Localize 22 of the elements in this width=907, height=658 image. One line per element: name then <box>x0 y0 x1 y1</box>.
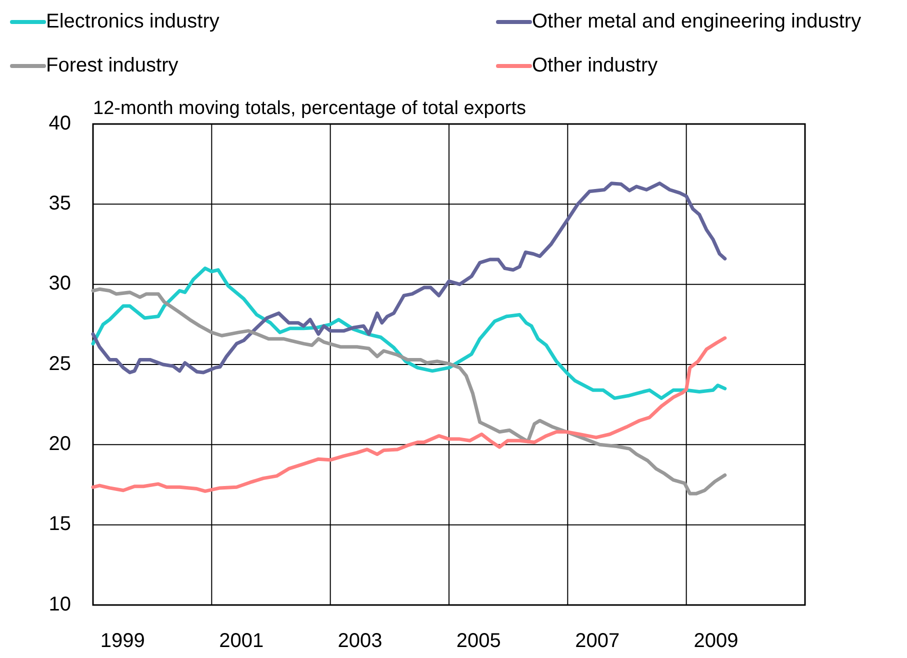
line-series <box>91 336 727 493</box>
y-axis-title: 12-month moving totals, percentage of total exports <box>93 98 526 119</box>
x-tick-label: 1999 <box>100 630 145 652</box>
y-tick-label: 40 <box>48 112 71 134</box>
legend-label: Other industry <box>532 54 658 76</box>
x-tick-label: 2005 <box>456 630 501 652</box>
legend-label: Forest industry <box>46 54 178 76</box>
line-series <box>91 287 727 496</box>
y-tick-label: 20 <box>48 432 71 455</box>
legend-label: Electronics industry <box>46 10 220 32</box>
y-tick-label: 10 <box>48 593 71 616</box>
y-tick-label: 35 <box>48 192 71 214</box>
y-tick-label: 30 <box>48 272 71 295</box>
x-tick-label: 2001 <box>219 630 264 652</box>
x-tick-label: 2009 <box>694 630 738 652</box>
line-series <box>91 266 727 400</box>
y-tick-label: 15 <box>48 513 71 536</box>
legend-label: Other metal and engineering industry <box>532 10 862 32</box>
x-tick-label: 2003 <box>338 630 382 652</box>
x-tick-label: 2007 <box>575 630 620 652</box>
y-tick-label: 25 <box>48 352 71 375</box>
line-series <box>91 182 727 374</box>
